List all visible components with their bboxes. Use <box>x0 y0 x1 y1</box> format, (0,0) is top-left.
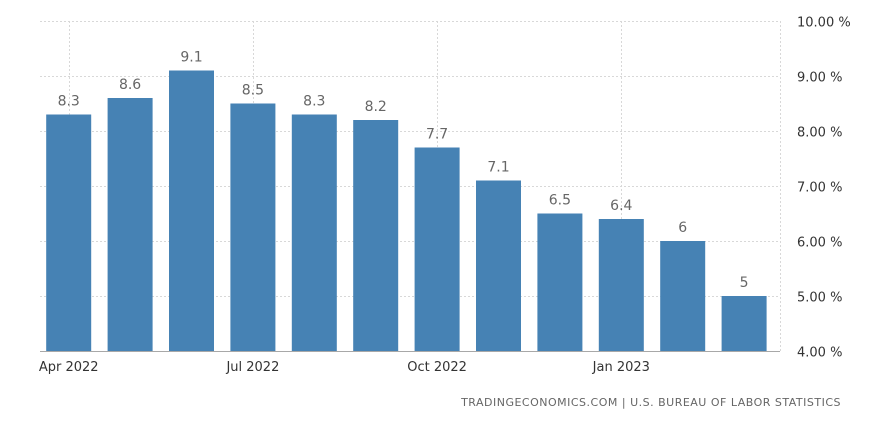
y-tick-label: 7.00 % <box>797 181 842 196</box>
data-label: 8.5 <box>242 83 264 99</box>
y-tick-label: 6.00 % <box>797 236 842 251</box>
x-tick-label: Jan 2023 <box>592 360 650 375</box>
bars <box>46 70 767 351</box>
bar <box>721 296 767 351</box>
data-label: 6 <box>678 220 687 236</box>
y-tick-label: 8.00 % <box>797 126 842 141</box>
bar <box>291 114 337 351</box>
x-axis-ticks: Apr 2022 Jul 2022 Oct 2022 Jan 2023 <box>39 360 650 375</box>
bar <box>660 241 706 351</box>
data-label: 6.5 <box>549 193 571 209</box>
bar <box>414 147 460 351</box>
y-axis-ticks: 4.00 % 5.00 % 6.00 % 7.00 % 8.00 % 9.00 % 10.0… <box>797 16 851 361</box>
source-credit: TRADINGECONOMICS.COM | U.S. BUREAU OF LA… <box>461 396 841 409</box>
x-tick-label: Jul 2022 <box>225 360 279 375</box>
bar <box>46 114 92 351</box>
data-label: 6.4 <box>610 198 632 214</box>
data-label: 8.2 <box>365 99 387 115</box>
data-label: 7.1 <box>487 160 509 176</box>
data-label: 8.3 <box>58 94 80 110</box>
data-label: 7.7 <box>426 127 448 143</box>
bar <box>169 70 214 351</box>
data-label: 5 <box>740 275 749 291</box>
bar <box>353 120 399 351</box>
y-tick-label: 5.00 % <box>797 291 842 306</box>
bar <box>107 98 153 351</box>
y-tick-label: 9.00 % <box>797 71 842 86</box>
data-label: 8.6 <box>119 77 141 93</box>
bar <box>598 219 644 351</box>
y-tick-label: 4.00 % <box>797 346 842 361</box>
bar <box>537 213 583 351</box>
data-label: 9.1 <box>180 50 202 66</box>
bar <box>230 103 276 351</box>
data-label: 8.3 <box>303 94 325 110</box>
x-tick-label: Oct 2022 <box>407 360 467 375</box>
data-labels: 8.3 8.6 9.1 8.5 8.3 8.2 7.7 7.1 6.5 6.4 6 5 <box>58 50 749 292</box>
bar <box>476 180 521 351</box>
x-tick-label: Apr 2022 <box>39 360 99 375</box>
y-tick-label: 10.00 % <box>797 16 851 31</box>
